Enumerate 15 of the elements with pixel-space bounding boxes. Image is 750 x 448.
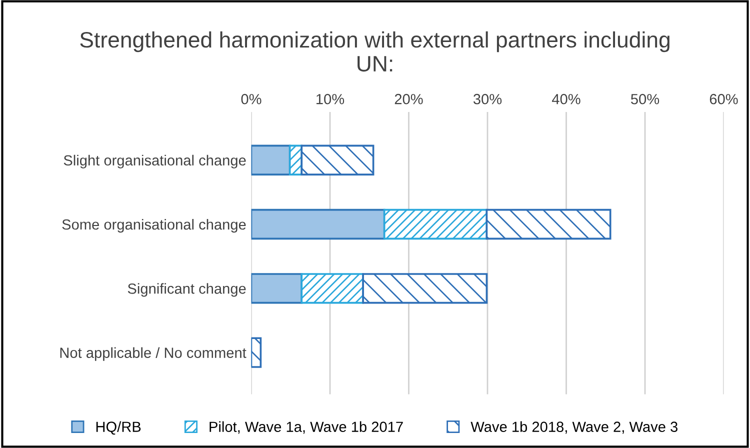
x-tick-label: 30% [473,94,502,104]
x-tick-label: 60% [710,94,738,104]
x-tick-label: 40% [552,94,580,104]
y-tick-label: Significant change [128,283,246,297]
chart-title: Strengthened harmonization with external partners including UN: [80,31,670,72]
y-tick-label: Not applicable / No comment [60,347,246,361]
y-tick-label: Some organisational change [62,218,246,233]
legend-label: Pilot, Wave 1a, Wave 1b 2017 [210,421,403,434]
y-tick-label: Slight organisational change [64,154,246,168]
legend-label: HQ/RB [96,421,141,435]
x-tick-label: 10% [316,94,344,104]
legend-label: Wave 1b 2018, Wave 2, Wave 3 [470,421,678,434]
x-tick-label: 50% [630,94,660,104]
x-tick-label: 20% [394,94,423,104]
x-tick-label: 0% [241,94,262,104]
